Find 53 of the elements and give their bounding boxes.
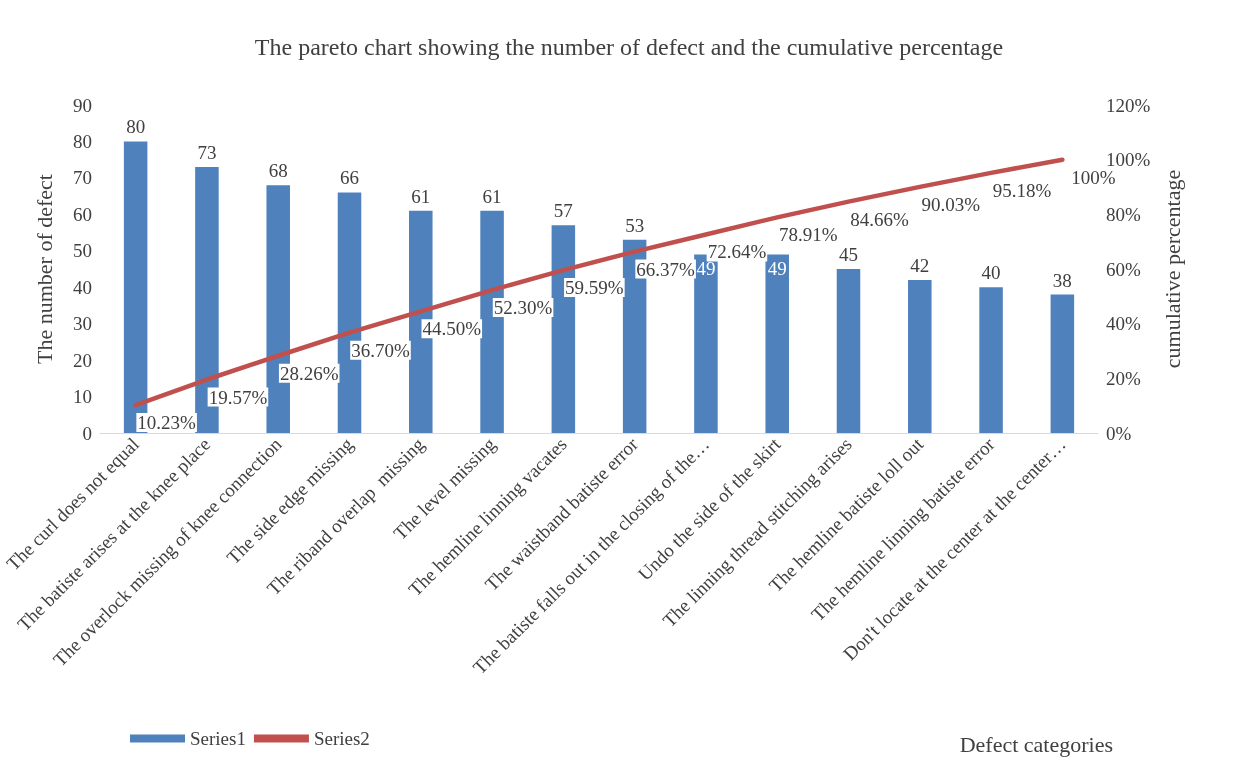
data-label: 66.37%: [636, 258, 696, 280]
bar: [979, 287, 1003, 433]
y-tick-label: 20: [73, 349, 92, 371]
y2-tick-label: 20%: [1106, 367, 1141, 389]
y2-axis-title: cumulative percentage: [1159, 169, 1185, 369]
data-label: 90.03%: [921, 193, 981, 215]
y2-tick-label: 60%: [1106, 258, 1141, 280]
y-tick-label: 70: [73, 167, 92, 189]
data-label: 57: [553, 200, 573, 222]
x-axis-title: Defect categories: [959, 731, 1113, 757]
y-tick-label: 90: [73, 94, 92, 116]
data-label: 68: [268, 160, 288, 182]
data-label: 40: [981, 262, 1001, 284]
bar: [1050, 294, 1075, 433]
data-label: 53: [625, 214, 645, 236]
data-label: 10.23%: [137, 412, 197, 434]
y2-tick-label: 40%: [1106, 313, 1141, 335]
y-tick-label: 60: [73, 203, 92, 225]
data-label: 61: [411, 185, 431, 207]
data-label: 49: [767, 258, 787, 280]
y2-tick-label: 120%: [1106, 94, 1151, 116]
y-tick-label: 30: [73, 313, 92, 335]
data-label: 61: [482, 185, 502, 207]
y-tick-label: 0: [82, 422, 92, 444]
data-label: 38: [1052, 269, 1072, 291]
data-label: 45: [839, 244, 858, 265]
y-tick-label: 80: [73, 130, 92, 152]
data-label: 84.66%: [850, 208, 909, 230]
data-label: 19.57%: [208, 386, 268, 408]
data-label: 73: [197, 141, 217, 163]
bar: [908, 279, 932, 433]
chart-title: The pareto chart showing the number of defect and the cumulative percentage: [254, 34, 1004, 60]
data-label: 95.18%: [992, 179, 1052, 201]
bar: [836, 269, 861, 433]
data-label: 52.30%: [493, 297, 553, 319]
y-tick-label: 50: [73, 240, 92, 262]
y2-tick-label: 0%: [1106, 422, 1132, 444]
legend-label: Series1: [190, 728, 246, 749]
data-label: 66: [340, 167, 359, 189]
bar: [765, 254, 789, 433]
data-label: 72.64%: [707, 241, 767, 263]
data-label: 28.26%: [279, 362, 339, 384]
data-label: 80: [126, 116, 146, 138]
legend-label: Series2: [313, 728, 370, 749]
data-label: 59.59%: [565, 277, 624, 299]
y-tick-label: 40: [73, 276, 92, 298]
data-label: 36.70%: [351, 339, 410, 361]
data-label: 42: [910, 254, 930, 276]
y-axis-title: The number of defect: [31, 174, 57, 364]
data-label: 44.50%: [422, 318, 482, 340]
data-label: 78.91%: [778, 224, 838, 246]
y-tick-label: 10: [73, 386, 92, 408]
y2-tick-label: 80%: [1106, 203, 1141, 225]
